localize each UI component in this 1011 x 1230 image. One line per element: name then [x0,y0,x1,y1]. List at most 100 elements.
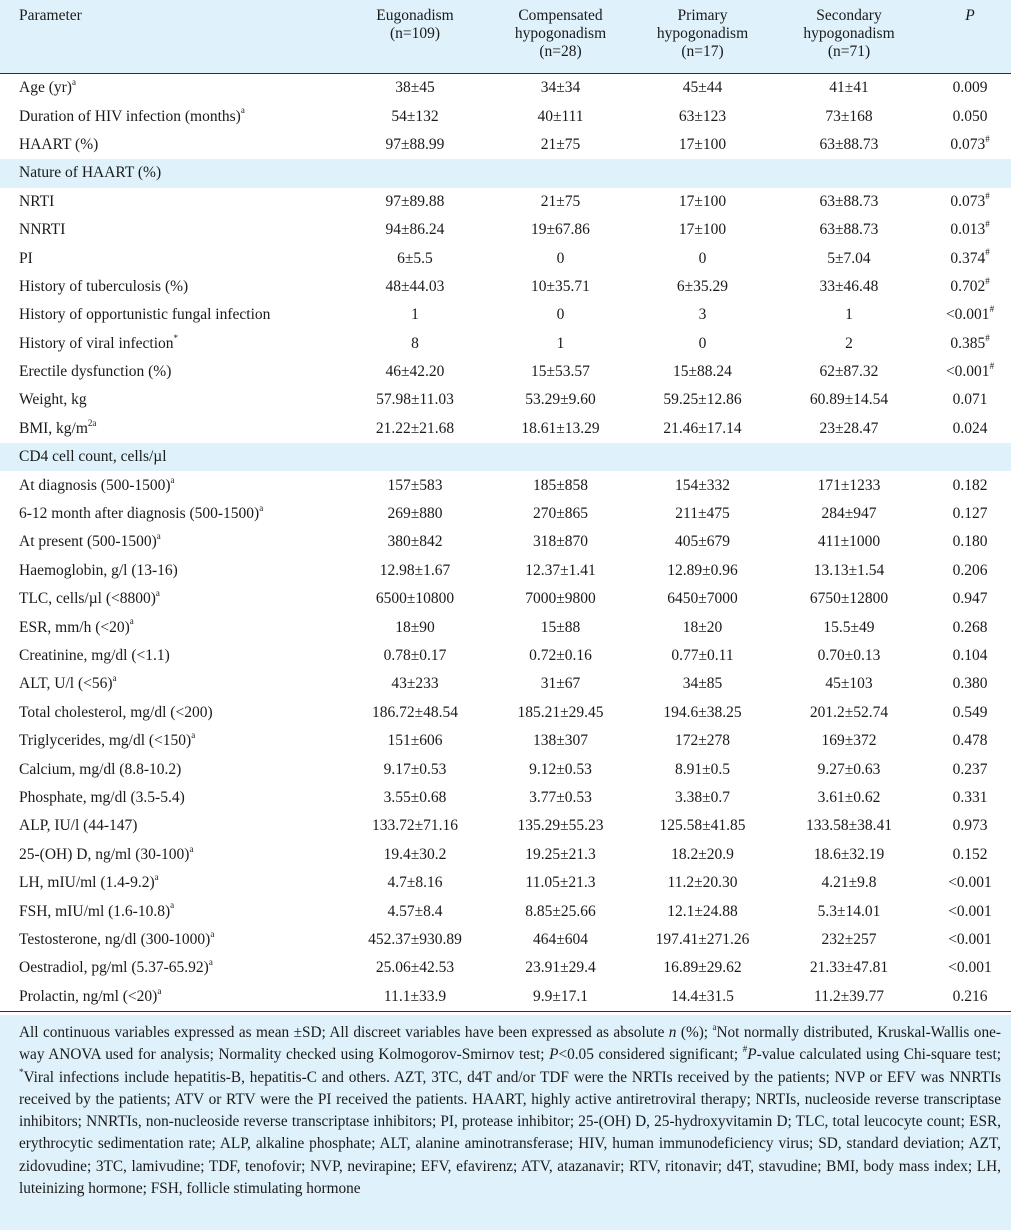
p-value-cell: 0.478 [929,727,1011,755]
p-value-value: <0.001 [948,959,992,977]
compensated-cell: 11.05±21.3 [485,869,636,897]
secondary-cell: 3.61±0.62 [769,784,929,812]
eugonadism-value: 133.72±71.16 [371,817,458,835]
primary-cell: 17±100 [636,188,769,216]
eugonadism-value: 38±45 [395,79,435,97]
compensated-cell: 12.37±1.41 [485,557,636,585]
parameter-label: Creatinine, mg/dl (<1.1) [19,647,170,664]
primary-cell: 172±278 [636,727,769,755]
header-secondary-hypogonadism: Secondary hypogonadism (n=71) [769,0,929,74]
p-value-cell: 0.385# [929,330,1011,358]
primary-cell: 14.4±31.5 [636,982,769,1012]
parameter-label: Calcium, mg/dl (8.8-10.2) [19,760,182,778]
secondary-cell: 169±372 [769,727,929,755]
eugonadism-value: 0.78±0.17 [383,647,447,664]
compensated-value: 0.72±0.16 [529,647,592,664]
section-row: CD4 cell count, cells/µl [0,443,1011,472]
eugonadism-cell: 269±880 [345,500,485,528]
primary-value: 14.4±31.5 [671,987,734,1005]
parameter-superscript: a [170,900,175,911]
compensated-value: 53.29±9.60 [525,391,596,409]
parameter-label: ESR, mm/h (<20) [19,618,130,636]
primary-value: 16.89±29.62 [663,959,742,977]
primary-value: 17±100 [678,135,727,153]
secondary-value: 2 [845,334,853,352]
compensated-cell: 15±53.57 [485,358,636,386]
p-value-cell: <0.001 [929,897,1011,925]
p-value-value: <0.001 [948,902,992,920]
parameter-cell: History of opportunistic fungal infectio… [0,301,345,329]
eugonadism-cell: 4.7±8.16 [345,869,485,897]
secondary-cell [769,159,929,188]
secondary-cell: 23±28.47 [769,415,929,443]
table-row: Age (yr)a 38±45 34±34 45±44 41±41 0.009 [0,74,1011,103]
parameter-label: Prolactin, ng/ml (<20) [19,987,158,1005]
primary-cell: 125.58±41.85 [636,812,769,840]
p-value-value: 0.127 [952,505,988,523]
eugonadism-value: 8 [411,334,419,352]
eugonadism-cell: 94±86.24 [345,216,485,244]
primary-value: 3 [698,306,707,324]
parameter-cell: Age (yr)a [0,74,345,103]
compensated-cell: 40±111 [485,102,636,130]
table-row: NRTI 97±89.88 21±75 17±100 63±88.73 0.073# [0,188,1011,216]
compensated-value: 185±858 [532,476,588,494]
eugonadism-cell: 12.98±1.67 [345,557,485,585]
compensated-cell: 19.25±21.3 [485,841,636,869]
primary-cell: 3.38±0.7 [636,784,769,812]
compensated-value: 19.25±21.3 [525,845,596,863]
eugonadism-cell: 186.72±48.54 [345,699,485,727]
p-value-cell: 0.024 [929,415,1011,443]
p-value-value: 0.973 [952,817,988,835]
parameter-cell: HAART (%) [0,131,345,159]
p-value-cell: <0.001 [929,954,1011,982]
parameter-label: NNRTI [19,221,66,239]
primary-cell: 18.2±20.9 [636,841,769,869]
header-line: (n=28) [539,43,582,60]
p-value-value: 0.180 [952,533,988,551]
p-value-cell: 0.152 [929,841,1011,869]
eugonadism-cell: 54±132 [345,102,485,130]
eugonadism-cell: 46±42.20 [345,358,485,386]
table-row: ALT, U/l (<56)a 43±233 31±67 34±85 45±103 0.3… [0,670,1011,698]
eugonadism-value: 19.4±30.2 [383,845,447,863]
secondary-value: 11.2±39.77 [814,987,884,1005]
eugonadism-value: 9.17±0.53 [383,760,447,778]
parameter-label: Haemoglobin, g/l (13-16) [19,561,178,579]
parameter-cell: History of tuberculosis (%) [0,273,345,301]
parameter-label: Testosterone, ng/dl (300-1000) [19,930,211,948]
table-row: TLC, cells/µl (<8800)a 6500±10800 7000±980… [0,585,1011,613]
eugonadism-value: 48±44.03 [385,277,445,295]
table-row: Triglycerides, mg/dl (<150)a 151±606 138±3… [0,727,1011,755]
footnote-sup: a [712,1021,717,1032]
parameter-superscript: a [170,474,175,485]
primary-value: 18±20 [682,618,723,636]
compensated-value: 21±75 [540,192,581,210]
parameter-label: History of tuberculosis (%) [19,277,189,295]
eugonadism-cell: 452.37±930.89 [345,926,485,954]
table-row: 6-12 month after diagnosis (500-1500)a 26… [0,500,1011,528]
p-value-value: 0.702 [950,277,986,295]
eugonadism-cell: 6500±10800 [345,585,485,613]
compensated-cell [485,443,636,472]
eugonadism-cell [345,159,485,188]
primary-value: 405±679 [674,533,730,551]
secondary-cell: 62±87.32 [769,358,929,386]
primary-cell: 0.77±0.11 [636,642,769,670]
primary-value: 59.25±12.86 [663,391,742,409]
primary-value: 11.2±20.30 [667,874,738,892]
primary-cell: 12.89±0.96 [636,557,769,585]
primary-cell: 21.46±17.14 [636,415,769,443]
primary-cell: 405±679 [636,528,769,556]
p-value-cell: 0.380 [929,670,1011,698]
eugonadism-cell: 11.1±33.9 [345,982,485,1012]
parameter-label: History of viral infection [19,334,174,352]
parameter-superscript: a [157,985,162,996]
secondary-cell: 1 [769,301,929,329]
parameter-cell: History of viral infection* [0,330,345,358]
parameter-superscript: a [189,843,194,854]
compensated-cell: 185.21±29.45 [485,699,636,727]
p-value-value: 0.216 [952,987,988,1005]
p-value-value: 0.024 [952,419,988,437]
p-value-value: <0.001 [948,874,992,892]
